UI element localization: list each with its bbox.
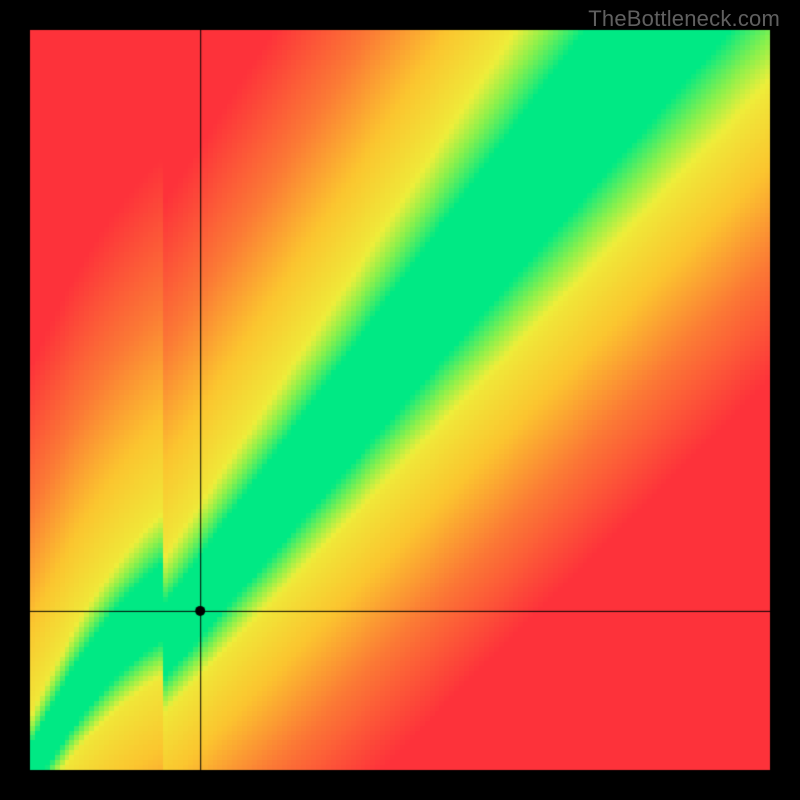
watermark-text: TheBottleneck.com (588, 6, 780, 32)
heatmap-canvas (0, 0, 800, 800)
chart-container: TheBottleneck.com (0, 0, 800, 800)
